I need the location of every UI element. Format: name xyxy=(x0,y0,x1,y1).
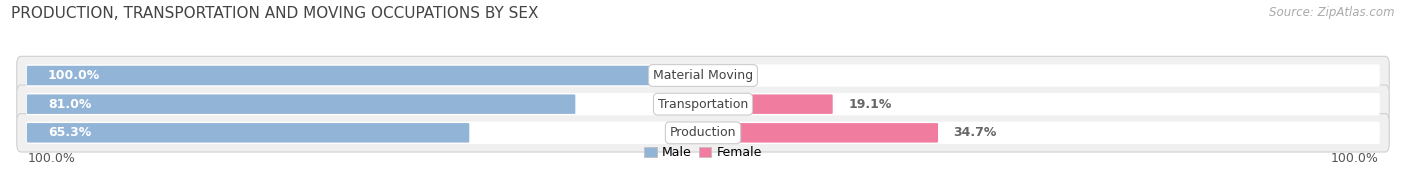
FancyBboxPatch shape xyxy=(17,85,1389,123)
Text: 100.0%: 100.0% xyxy=(1330,152,1378,165)
Legend: Male, Female: Male, Female xyxy=(640,141,766,164)
Text: 65.3%: 65.3% xyxy=(48,126,91,139)
Text: 100.0%: 100.0% xyxy=(28,152,76,165)
FancyBboxPatch shape xyxy=(703,123,938,142)
FancyBboxPatch shape xyxy=(27,94,575,114)
Text: 0.0%: 0.0% xyxy=(720,69,754,82)
Text: 100.0%: 100.0% xyxy=(48,69,100,82)
Text: Transportation: Transportation xyxy=(658,98,748,111)
Text: 19.1%: 19.1% xyxy=(848,98,891,111)
Text: Production: Production xyxy=(669,126,737,139)
FancyBboxPatch shape xyxy=(27,123,470,142)
FancyBboxPatch shape xyxy=(17,56,1389,95)
FancyBboxPatch shape xyxy=(17,114,1389,152)
FancyBboxPatch shape xyxy=(27,66,703,85)
Text: 34.7%: 34.7% xyxy=(953,126,997,139)
Text: PRODUCTION, TRANSPORTATION AND MOVING OCCUPATIONS BY SEX: PRODUCTION, TRANSPORTATION AND MOVING OC… xyxy=(11,6,538,21)
FancyBboxPatch shape xyxy=(27,122,1379,144)
Text: 81.0%: 81.0% xyxy=(48,98,91,111)
Text: Source: ZipAtlas.com: Source: ZipAtlas.com xyxy=(1270,6,1395,19)
FancyBboxPatch shape xyxy=(27,93,1379,115)
FancyBboxPatch shape xyxy=(27,64,1379,87)
Text: Material Moving: Material Moving xyxy=(652,69,754,82)
FancyBboxPatch shape xyxy=(703,94,832,114)
